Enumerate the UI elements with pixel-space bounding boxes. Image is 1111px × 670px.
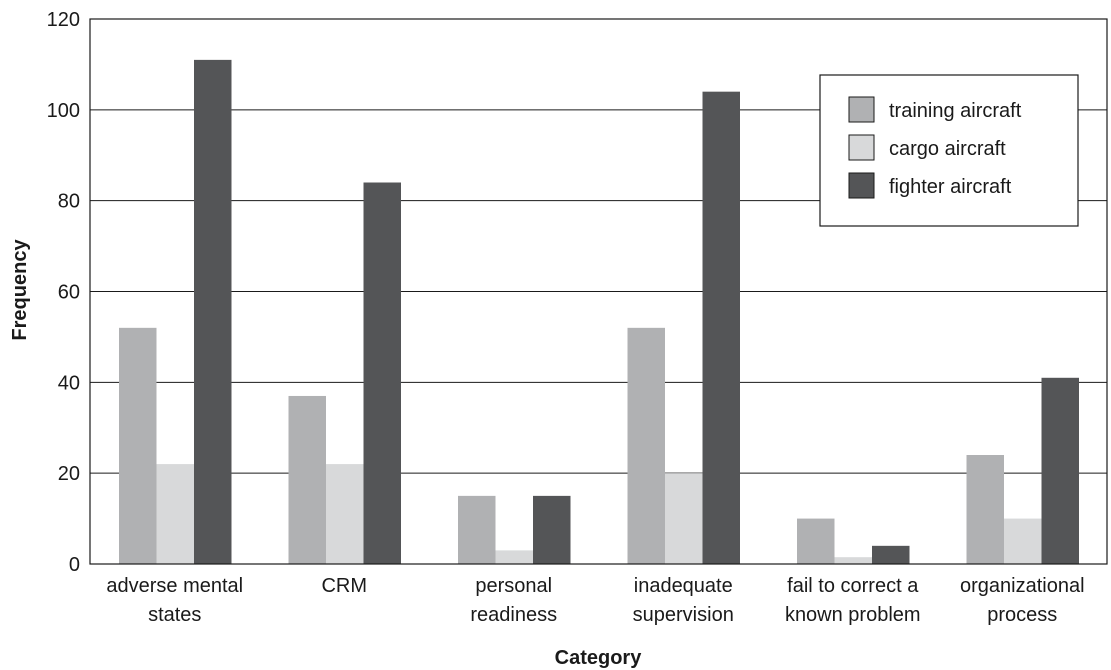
bar-training-aircraft-0	[119, 327, 157, 564]
bar-training-aircraft-1	[288, 395, 326, 564]
bar-fighter-aircraft-4	[872, 545, 910, 564]
bar-fighter-aircraft-0	[194, 59, 232, 564]
x-category-label: adverse mental	[106, 575, 243, 597]
x-category-label: known problem	[785, 604, 921, 626]
bar-fighter-aircraft-5	[1041, 377, 1079, 564]
legend-swatch-fighter-aircraft	[848, 172, 875, 199]
bar-cargo-aircraft-0	[156, 464, 194, 564]
y-tick-label: 80	[58, 191, 80, 213]
bar-training-aircraft-2	[458, 495, 496, 564]
x-axis-title: Category	[555, 647, 643, 669]
x-category-label: supervision	[633, 604, 734, 626]
y-tick-label: 120	[47, 9, 80, 31]
bars	[119, 59, 1079, 565]
y-tick-label: 60	[58, 282, 80, 304]
y-tick-label: 20	[58, 463, 80, 485]
y-axis-ticks: 0 20 40 60 80 100 120	[47, 9, 80, 576]
bar-training-aircraft-3	[627, 327, 665, 564]
y-tick-label: 100	[47, 100, 80, 122]
y-axis-title: Frequency	[9, 239, 31, 341]
bar-fighter-aircraft-2	[533, 495, 571, 564]
x-category-label: readiness	[470, 604, 557, 626]
x-category-label: states	[148, 604, 201, 626]
bar-fighter-aircraft-3	[702, 91, 740, 565]
bar-training-aircraft-4	[797, 518, 835, 564]
legend-swatch-cargo-aircraft	[848, 134, 875, 161]
bar-cargo-aircraft-2	[495, 550, 533, 564]
legend-label: fighter aircraft	[889, 176, 1012, 198]
bar-fighter-aircraft-1	[363, 182, 401, 564]
legend: training aircraft cargo aircraft fighter a…	[819, 74, 1079, 227]
bar-cargo-aircraft-5	[1004, 518, 1042, 564]
legend-label: cargo aircraft	[889, 138, 1006, 160]
x-category-label: CRM	[321, 575, 367, 597]
y-tick-label: 40	[58, 372, 80, 394]
x-category-label: personal	[475, 575, 552, 597]
x-axis-categories: adverse mental states CRM personal readiness…	[106, 575, 1084, 626]
x-category-label: fail to correct a	[787, 575, 919, 597]
x-category-label: process	[987, 604, 1057, 626]
bar-cargo-aircraft-4	[834, 557, 872, 564]
bar-cargo-aircraft-1	[326, 464, 364, 564]
legend-label: training aircraft	[889, 100, 1022, 122]
bar-cargo-aircraft-3	[665, 473, 703, 564]
y-tick-label: 0	[69, 554, 80, 576]
x-category-label: inadequate	[634, 575, 733, 597]
bar-training-aircraft-5	[966, 455, 1004, 564]
legend-swatch-training-aircraft	[848, 96, 875, 123]
plot-area-frame	[89, 18, 1108, 565]
x-category-label: organizational	[960, 575, 1085, 597]
